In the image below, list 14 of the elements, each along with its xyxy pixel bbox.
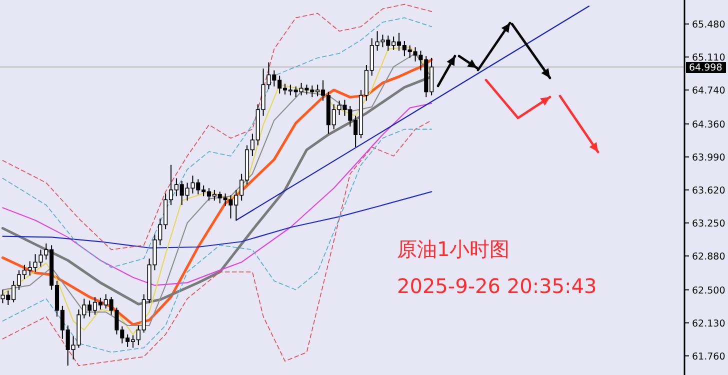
y-tick-label: 62.130	[692, 318, 726, 330]
y-tick-label: 61.760	[692, 351, 726, 362]
y-tick-label: 63.620	[692, 185, 726, 196]
y-tick-label: 62.500	[692, 285, 726, 296]
y-tick-label: 65.480	[692, 19, 726, 30]
y-tick-label: 63.990	[692, 152, 726, 164]
y-tick-label: 62.880	[692, 251, 726, 262]
y-tick-label: 63.250	[692, 218, 726, 230]
y-tick-label: 64.360	[692, 119, 726, 130]
y-tick-label: 65.110	[692, 52, 726, 64]
annotation: 原油1小时图	[397, 237, 510, 261]
y-tick-label: 64.740	[692, 86, 726, 97]
annotation: 2025-9-26 20:35:43	[397, 274, 597, 298]
ref-line-label: 64.998	[689, 62, 722, 74]
